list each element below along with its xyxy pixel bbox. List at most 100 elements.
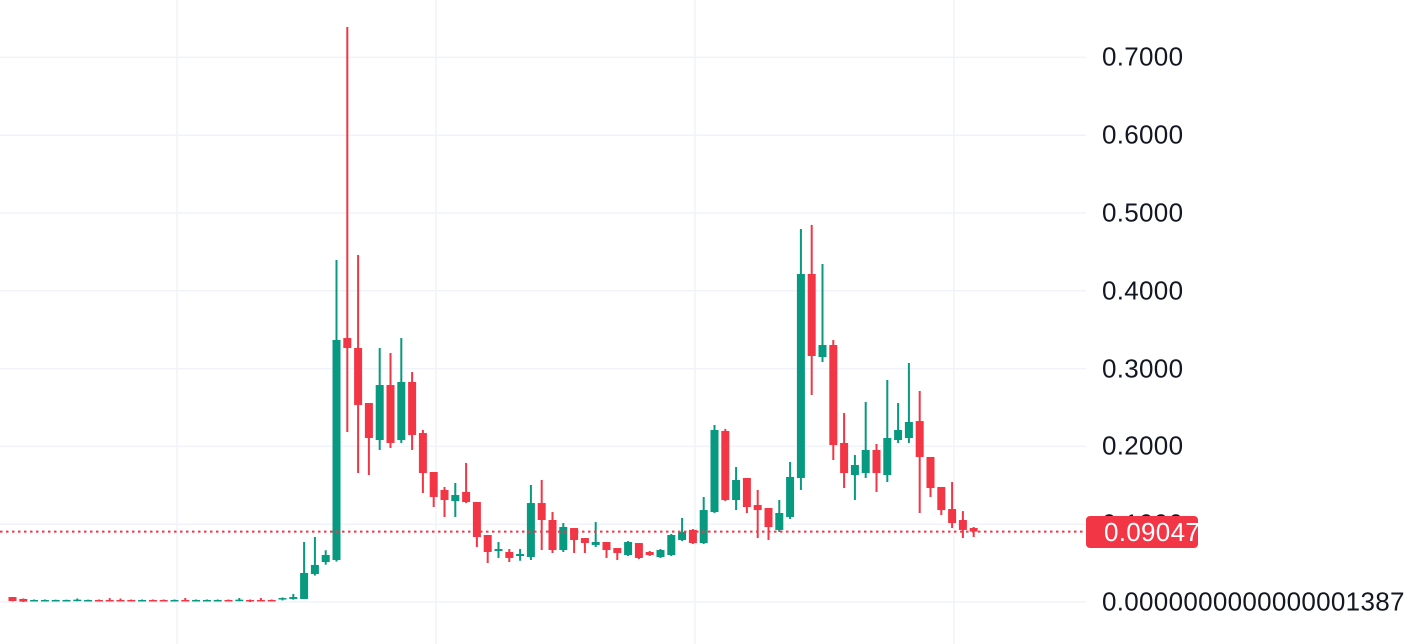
candle (732, 467, 741, 511)
candle (710, 425, 719, 513)
candle (408, 372, 417, 450)
candle (861, 401, 870, 478)
candle (840, 413, 849, 489)
candle-body (645, 551, 654, 556)
candle (451, 482, 460, 517)
candle-wick (951, 482, 954, 529)
candle (159, 599, 168, 602)
candle (256, 598, 265, 602)
candle (634, 543, 643, 559)
candle-body (710, 429, 719, 512)
candle-body (148, 599, 157, 602)
candle (958, 511, 967, 539)
candle (753, 489, 762, 539)
candle (645, 550, 654, 557)
candle (19, 598, 28, 602)
candle-body (872, 449, 881, 474)
candle (786, 461, 795, 519)
candle-body (127, 599, 136, 602)
candle-wick (853, 455, 856, 501)
candle (375, 347, 384, 450)
candle-wick (756, 489, 759, 539)
candle-body (170, 599, 179, 602)
candle (40, 599, 49, 602)
candle (192, 599, 201, 602)
candle (926, 456, 935, 497)
candle (386, 352, 395, 449)
candle-body (688, 529, 697, 544)
candle (775, 500, 784, 532)
candle-body (861, 449, 870, 474)
candle-body (732, 480, 741, 501)
candle (807, 224, 816, 395)
candle (289, 593, 298, 600)
candle-wick (573, 528, 576, 553)
candle-wick (907, 362, 910, 443)
candle-body (570, 528, 579, 540)
candle-body (894, 429, 903, 441)
candle (462, 462, 471, 504)
candle-body (181, 599, 190, 602)
candle (332, 259, 341, 562)
candle-wick (616, 548, 619, 560)
candle (116, 598, 125, 602)
candle-body (159, 599, 168, 602)
candle (894, 402, 903, 443)
candle-body (883, 437, 892, 476)
candle-body (537, 503, 546, 520)
candle-body (418, 433, 427, 474)
candle-wick (367, 402, 370, 476)
candle-body (300, 572, 309, 599)
candle (602, 542, 611, 558)
candle-wick (184, 598, 187, 602)
candle-body (926, 456, 935, 489)
candle-body (19, 598, 28, 602)
candle-body (526, 503, 535, 558)
candle-body (8, 597, 17, 601)
candle-body (278, 598, 287, 600)
candle-wick (583, 538, 586, 553)
candle-body (548, 519, 557, 551)
candle-wick (292, 593, 295, 600)
candle-body (602, 542, 611, 551)
candle-body (969, 528, 978, 532)
candle-body (321, 555, 330, 563)
candle-body (753, 504, 762, 511)
candle-body (375, 385, 384, 441)
candle-body (462, 491, 471, 503)
candle (829, 340, 838, 461)
candle-wick (238, 598, 241, 602)
candle-body (850, 464, 859, 476)
candle-body (656, 550, 665, 558)
candle-body (948, 509, 957, 524)
candle-body (267, 599, 276, 602)
candle (742, 477, 751, 513)
candle (570, 528, 579, 553)
candle-body (202, 599, 211, 602)
candle-body (678, 531, 687, 540)
candle-body (624, 542, 633, 556)
candle-body (343, 338, 352, 348)
candle (343, 26, 352, 433)
candle-wick (259, 598, 262, 602)
candle-body (105, 599, 114, 602)
candle-body (246, 599, 255, 602)
candle (84, 599, 93, 602)
candle-body (51, 599, 60, 602)
candle-body (213, 599, 222, 602)
candle (321, 550, 330, 565)
candle-wick (119, 598, 122, 602)
candle-body (915, 421, 924, 457)
candle-body (354, 347, 363, 406)
candle (796, 229, 805, 490)
candle (235, 598, 244, 602)
candle-wick (443, 487, 446, 517)
candle (472, 502, 481, 547)
candle (667, 534, 676, 557)
candle-body (451, 495, 460, 502)
candle (764, 508, 773, 540)
candle (30, 599, 39, 602)
candle (915, 391, 924, 513)
